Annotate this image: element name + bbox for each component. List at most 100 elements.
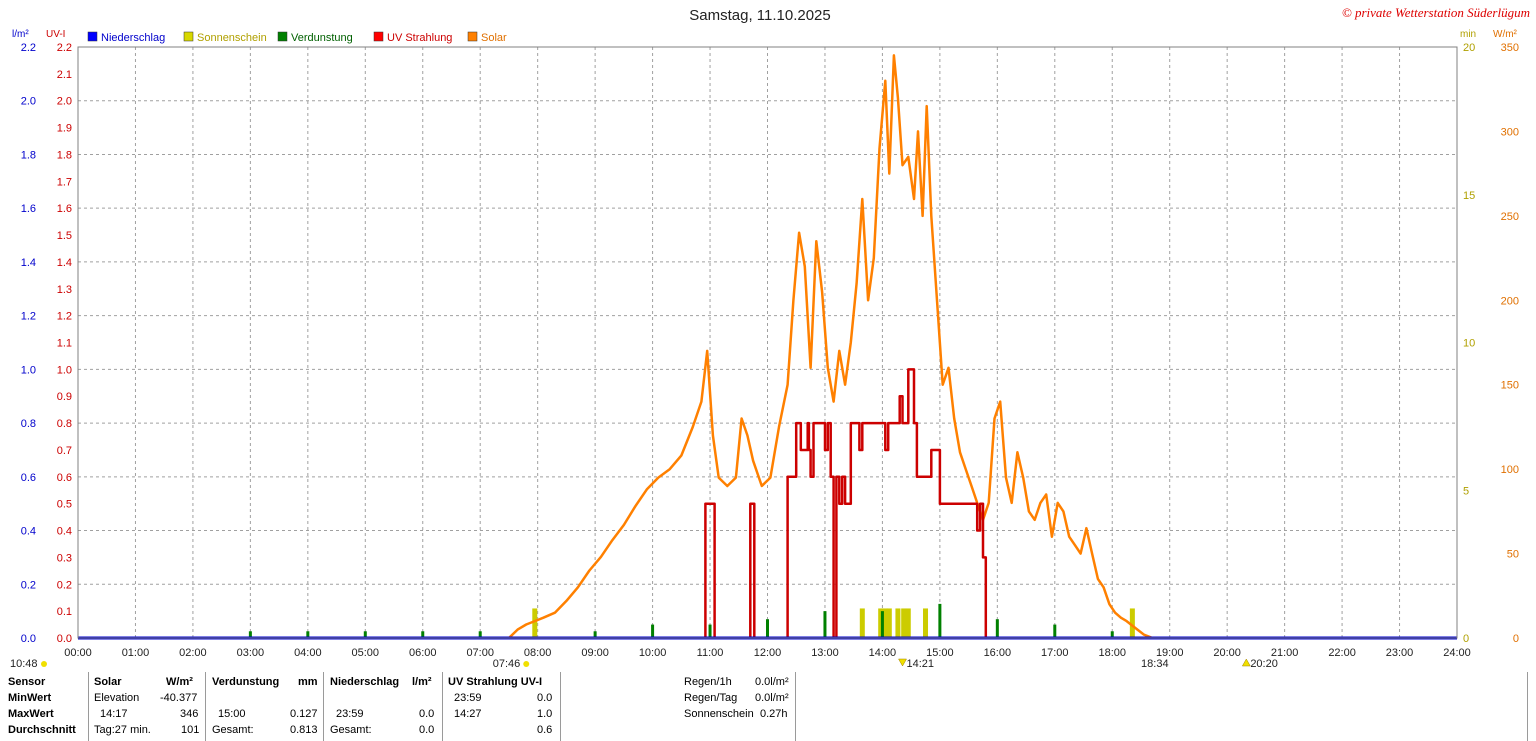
evaporation-bar — [823, 611, 827, 638]
y-tick-uv: 1.8 — [57, 149, 72, 161]
solar-min-value: -40.377 — [160, 692, 198, 704]
legend-entry: Solar — [481, 32, 507, 44]
solar-min-label: Elevation — [94, 692, 140, 704]
x-tick-label: 02:00 — [179, 647, 207, 659]
station-credit: © private Wetterstation Süderlügum — [1342, 5, 1530, 20]
x-tick-label: 14:00 — [869, 647, 897, 659]
sunset-label: 18:34 — [1141, 658, 1169, 670]
legend-swatch — [277, 31, 288, 42]
sunshine-bar — [532, 608, 538, 638]
y-tick-solar: 300 — [1501, 126, 1519, 138]
y-tick-uv: 0.7 — [57, 445, 72, 457]
solar-avg-label: Tag:27 min. — [94, 724, 151, 736]
y-tick-precip: 1.6 — [21, 203, 36, 215]
header-uv: UV Strahlung UV-I — [448, 676, 543, 688]
y-tick-uv: 0.1 — [57, 606, 72, 618]
unit-sunshine: min — [1460, 29, 1476, 40]
sunshine-bar — [901, 608, 907, 638]
summary-label-sunshine: Sonnenschein — [684, 708, 754, 720]
y-tick-uv: 0.5 — [57, 499, 72, 511]
y-tick-uv: 1.1 — [57, 338, 72, 350]
header-precip: Niederschlag — [330, 676, 400, 688]
uv-line — [704, 368, 988, 640]
sunshine-bar — [859, 608, 865, 638]
y-tick-precip: 1.8 — [21, 149, 36, 161]
y-tick-precip: 0.8 — [21, 418, 36, 430]
y-tick-solar: 350 — [1501, 42, 1519, 54]
sunrise-dot — [523, 661, 530, 667]
y-tick-uv: 1.9 — [57, 123, 72, 135]
y-tick-precip: 0.4 — [21, 526, 36, 538]
evaporation-bar — [1053, 624, 1057, 638]
uv-max-time: 14:27 — [454, 708, 482, 720]
summary-value-rainday: 0.0l/m² — [755, 692, 789, 704]
y-tick-solar: 250 — [1501, 211, 1519, 223]
summary-value-rain1h: 0.0l/m² — [755, 676, 789, 688]
legend-swatch — [467, 31, 478, 42]
x-tick-label: 17:00 — [1041, 647, 1069, 659]
legend-entry: Niederschlag — [101, 32, 165, 44]
bar-series — [248, 603, 1135, 638]
x-tick-label: 15:00 — [926, 647, 954, 659]
solar-line — [508, 54, 1162, 640]
current-time-dot — [41, 661, 47, 667]
y-tick-sunshine: 5 — [1463, 485, 1469, 497]
y-tick-precip: 1.0 — [21, 364, 36, 376]
precip-max-time: 23:59 — [336, 708, 364, 720]
y-tick-sunshine: 10 — [1463, 338, 1475, 350]
y-tick-sunshine: 0 — [1463, 633, 1469, 645]
x-tick-label: 23:00 — [1386, 647, 1414, 659]
row-label-max: MaxWert — [8, 708, 54, 720]
x-axis-ticks: 00:00 01:00 02:00 03:00 04:00 05:00 06:00 07:00… — [64, 647, 1471, 659]
header-solar-unit: W/m² — [166, 676, 193, 688]
summary-label-rain1h: Regen/1h — [684, 676, 732, 688]
solar-max-value: 346 — [180, 708, 199, 720]
current-time-label: 10:48 — [10, 658, 38, 670]
y-tick-uv: 2.1 — [57, 69, 72, 81]
evaporation-bar — [766, 619, 769, 638]
unit-uv: UV-I — [46, 29, 65, 40]
y-tick-precip: 0.0 — [21, 633, 36, 645]
evaporation-bar — [651, 624, 655, 638]
row-label-min: MinWert — [8, 692, 52, 704]
sunshine-bar — [905, 608, 911, 638]
precip-max-value: 0.0 — [419, 708, 435, 720]
unit-precip: l/m² — [12, 29, 29, 40]
x-tick-label: 21:00 — [1271, 647, 1299, 659]
solar-noon-label: 14:21 — [907, 658, 935, 670]
plot-frame — [77, 46, 1458, 639]
grid — [78, 46, 1457, 638]
uv-avg-value: 0.6 — [537, 724, 553, 736]
header-evap-unit: mm — [298, 676, 318, 688]
x-tick-label: 12:00 — [754, 647, 782, 659]
x-tick-label: 01:00 — [122, 647, 150, 659]
y-tick-uv: 0.9 — [57, 391, 72, 403]
y-tick-uv: 1.3 — [57, 284, 72, 296]
x-tick-label: 10:00 — [639, 647, 667, 659]
y-tick-uv: 1.0 — [57, 364, 72, 376]
y-tick-solar: 0 — [1513, 633, 1519, 645]
x-tick-label: 16:00 — [984, 647, 1012, 659]
x-tick-label: 13:00 — [811, 647, 839, 659]
dusk-label: 20:20 — [1250, 658, 1278, 670]
legend-swatch — [183, 31, 194, 42]
sunrise-label: 07:46 — [493, 658, 521, 670]
x-tick-label: 09:00 — [581, 647, 609, 659]
evap-max-value: 0.127 — [290, 708, 318, 720]
y-tick-uv: 2.0 — [57, 96, 72, 108]
evaporation-bar — [880, 611, 884, 638]
sunshine-bar — [895, 608, 901, 638]
x-tick-label: 22:00 — [1328, 647, 1356, 659]
y-tick-precip: 0.6 — [21, 472, 36, 484]
row-label-avg: Durchschnitt — [8, 724, 76, 736]
y-tick-uv: 2.2 — [57, 42, 72, 54]
legend-entry: UV Strahlung — [387, 32, 452, 44]
legend-swatch — [373, 31, 384, 42]
x-tick-label: 05:00 — [352, 647, 380, 659]
evaporation-bar — [1110, 631, 1114, 638]
weather-chart: Samstag, 11.10.2025 © private Wetterstat… — [10, 5, 1530, 670]
y-axis-ticks: 0.0 0.2 0.4 0.6 0.8 1.0 1.2 1.4 1.6 1.8 2.0 2.2 0.0 0… — [21, 42, 1519, 645]
y-tick-uv: 1.4 — [57, 257, 72, 269]
y-tick-uv: 0.6 — [57, 472, 72, 484]
sunshine-bar — [882, 608, 888, 638]
